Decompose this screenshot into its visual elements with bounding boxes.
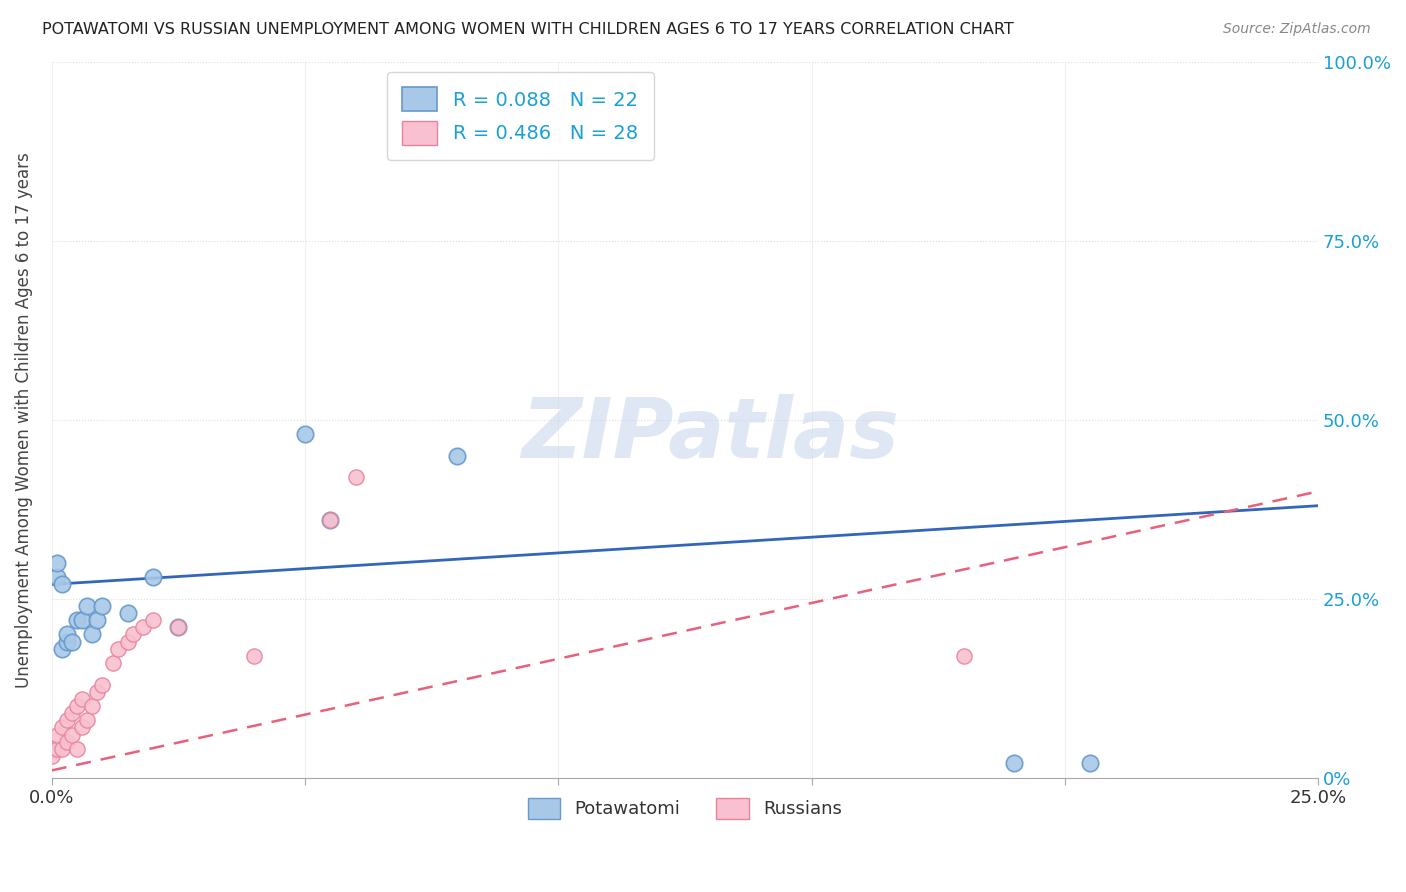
Point xyxy=(243,648,266,663)
Point xyxy=(117,606,139,620)
Point xyxy=(319,513,342,527)
Point xyxy=(142,613,165,627)
Point xyxy=(86,613,108,627)
Point xyxy=(1002,756,1025,771)
Point xyxy=(45,742,67,756)
Point xyxy=(101,656,124,670)
Point xyxy=(952,648,974,663)
Text: POTAWATOMI VS RUSSIAN UNEMPLOYMENT AMONG WOMEN WITH CHILDREN AGES 6 TO 17 YEARS : POTAWATOMI VS RUSSIAN UNEMPLOYMENT AMONG… xyxy=(42,22,1014,37)
Point xyxy=(66,742,89,756)
Point xyxy=(344,470,367,484)
Point xyxy=(76,599,98,613)
Point xyxy=(60,634,83,648)
Point xyxy=(60,706,83,721)
Point xyxy=(86,684,108,698)
Point xyxy=(76,714,98,728)
Point xyxy=(45,728,67,742)
Point xyxy=(51,721,73,735)
Point xyxy=(51,641,73,656)
Point xyxy=(51,742,73,756)
Point xyxy=(70,691,93,706)
Point xyxy=(70,721,93,735)
Text: ZIPatlas: ZIPatlas xyxy=(522,393,900,475)
Legend: Potawatomi, Russians: Potawatomi, Russians xyxy=(520,790,849,826)
Point xyxy=(294,427,316,442)
Point xyxy=(70,613,93,627)
Point xyxy=(45,570,67,584)
Point xyxy=(319,513,342,527)
Point xyxy=(107,641,129,656)
Point xyxy=(56,714,79,728)
Point xyxy=(41,749,63,764)
Point xyxy=(117,634,139,648)
Point xyxy=(45,556,67,570)
Point xyxy=(446,449,468,463)
Point xyxy=(60,728,83,742)
Point xyxy=(1078,756,1101,771)
Point xyxy=(132,620,155,634)
Point xyxy=(167,620,190,634)
Point xyxy=(66,613,89,627)
Text: Source: ZipAtlas.com: Source: ZipAtlas.com xyxy=(1223,22,1371,37)
Point xyxy=(66,699,89,714)
Point xyxy=(82,627,104,641)
Y-axis label: Unemployment Among Women with Children Ages 6 to 17 years: Unemployment Among Women with Children A… xyxy=(15,152,32,688)
Point xyxy=(56,735,79,749)
Point xyxy=(82,699,104,714)
Point xyxy=(41,742,63,756)
Point xyxy=(167,620,190,634)
Point xyxy=(142,570,165,584)
Point xyxy=(121,627,143,641)
Point xyxy=(91,599,114,613)
Point xyxy=(51,577,73,591)
Point xyxy=(56,634,79,648)
Point xyxy=(56,627,79,641)
Point xyxy=(91,677,114,691)
